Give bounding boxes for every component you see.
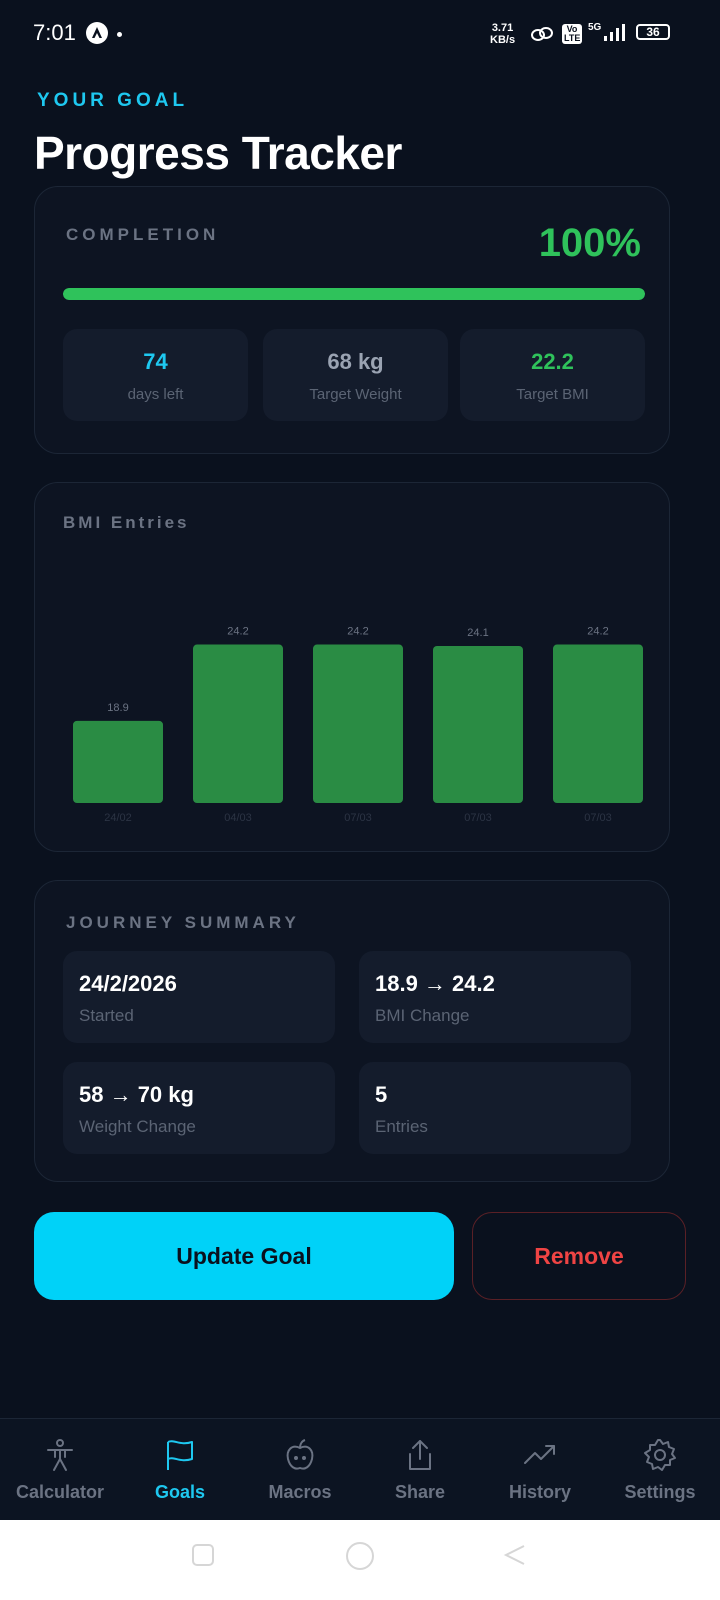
nav-item-history[interactable]: History xyxy=(480,1419,600,1521)
bar-value-label: 24.2 xyxy=(587,626,608,638)
summary-value: 58 → 70 kg xyxy=(79,1082,194,1107)
update-goal-button[interactable]: Update Goal xyxy=(34,1212,454,1300)
page-title: Progress Tracker xyxy=(34,127,402,179)
summary-label: BMI Change xyxy=(375,1006,470,1025)
bmi-bar-chart: 18.9 24/02 24.2 04/03 24.2 07/03 24.1 07/03 24.2… xyxy=(73,626,643,824)
volte-icon: Vo LTE xyxy=(562,24,582,44)
nav-item-settings[interactable]: Settings xyxy=(600,1419,720,1521)
status-bar: 7:01 3.71 KB/s Vo LTE 5G 36 xyxy=(0,0,720,70)
nav-item-calculator[interactable]: Calculator xyxy=(0,1419,120,1521)
app-notification-icon xyxy=(86,22,108,44)
stat-value: 68 kg xyxy=(327,349,384,374)
hotspot-link-icon xyxy=(530,24,554,49)
completion-percent: 100% xyxy=(538,221,641,265)
journey-summary-card: JOURNEY SUMMARY 24/2/2026 Started 18.9 →… xyxy=(34,880,670,1182)
bar-value-label: 24.2 xyxy=(347,626,368,638)
stat-label: Target Weight xyxy=(309,386,402,403)
stat-target-bmi: 22.2 Target BMI xyxy=(460,329,645,421)
bar-category-label: 04/03 xyxy=(224,812,252,824)
back-icon[interactable] xyxy=(502,1542,528,1573)
bmi-chart-card: BMI Entries 18.9 24/02 24.2 04/03 24.2 07/03 2… xyxy=(34,482,670,852)
stat-label: days left xyxy=(127,386,184,403)
remove-goal-button[interactable]: Remove xyxy=(472,1212,686,1300)
bar-category-label: 07/03 xyxy=(344,812,372,824)
status-time: 7:01 xyxy=(33,20,76,45)
nav-label: Goals xyxy=(154,1482,206,1502)
stat-days-left: 74 days left xyxy=(63,329,248,421)
summary-value: 24/2/2026 xyxy=(79,971,177,996)
stat-target-weight: 68 kg Target Weight xyxy=(263,329,448,421)
summary-label: Weight Change xyxy=(79,1117,196,1136)
nav-label: Macros xyxy=(268,1482,332,1502)
gear-icon xyxy=(642,1437,678,1473)
speed-unit: KB/s xyxy=(490,34,516,46)
stat-value: 74 xyxy=(143,349,168,374)
chart-title: BMI Entries xyxy=(63,513,190,532)
summary-bmi-change: 18.9 → 24.2 BMI Change xyxy=(359,951,631,1043)
completion-progress-fill xyxy=(63,288,645,300)
summary-started: 24/2/2026 Started xyxy=(63,951,335,1043)
summary-label: Started xyxy=(79,1006,134,1025)
network-speed: 3.71 KB/s xyxy=(490,22,515,46)
summary-label: Entries xyxy=(375,1117,428,1136)
bmi-bar-4[interactable] xyxy=(553,644,643,803)
bmi-bar-3[interactable] xyxy=(433,645,523,803)
system-nav-bar xyxy=(0,1520,720,1600)
completion-card: COMPLETION 100% 74 days left 68 kg Targe… xyxy=(34,186,670,454)
bar-value-label: 24.1 xyxy=(467,627,488,639)
bmi-bar-0[interactable] xyxy=(73,720,163,803)
notification-dot-icon xyxy=(117,32,122,37)
bar-category-label: 07/03 xyxy=(464,812,492,824)
bottom-nav: Calculator Goals Macros Share History Se… xyxy=(0,1418,720,1521)
nav-label: Share xyxy=(394,1482,446,1502)
stat-value: 22.2 xyxy=(531,349,574,374)
person-icon xyxy=(42,1437,78,1473)
home-icon[interactable] xyxy=(344,1540,376,1577)
nav-label: Settings xyxy=(624,1482,696,1502)
bar-value-label: 18.9 xyxy=(107,702,128,714)
bar-category-label: 07/03 xyxy=(584,812,612,824)
apple-icon xyxy=(282,1437,318,1473)
summary-weight-change: 58 → 70 kg Weight Change xyxy=(63,1062,335,1154)
signal-icon xyxy=(602,22,628,47)
nav-item-share[interactable]: Share xyxy=(360,1419,480,1521)
nav-label: History xyxy=(508,1482,571,1502)
network-type: 5G xyxy=(588,22,602,33)
nav-item-macros[interactable]: Macros xyxy=(240,1419,360,1521)
trending-up-icon xyxy=(522,1437,558,1473)
stat-label: Target BMI xyxy=(516,386,589,403)
recent-apps-icon[interactable] xyxy=(190,1542,216,1573)
speed-value: 3.71 xyxy=(491,22,514,34)
bmi-bar-2[interactable] xyxy=(313,644,403,803)
flag-icon xyxy=(162,1437,198,1473)
journey-label: JOURNEY SUMMARY xyxy=(66,913,300,932)
bar-value-label: 24.2 xyxy=(227,626,248,638)
summary-value: 18.9 → 24.2 xyxy=(375,971,495,996)
summary-entries: 5 Entries xyxy=(359,1062,631,1154)
completion-progress-bar xyxy=(63,288,645,300)
page-eyebrow: YOUR GOAL xyxy=(37,90,189,111)
share-icon xyxy=(402,1437,438,1473)
bmi-bar-1[interactable] xyxy=(193,644,283,803)
battery-icon: 36 xyxy=(636,24,670,40)
nav-label: Calculator xyxy=(15,1482,105,1502)
completion-label: COMPLETION xyxy=(66,225,220,244)
bar-category-label: 24/02 xyxy=(104,812,132,824)
nav-item-goals[interactable]: Goals xyxy=(120,1419,240,1521)
summary-value: 5 xyxy=(375,1082,388,1107)
